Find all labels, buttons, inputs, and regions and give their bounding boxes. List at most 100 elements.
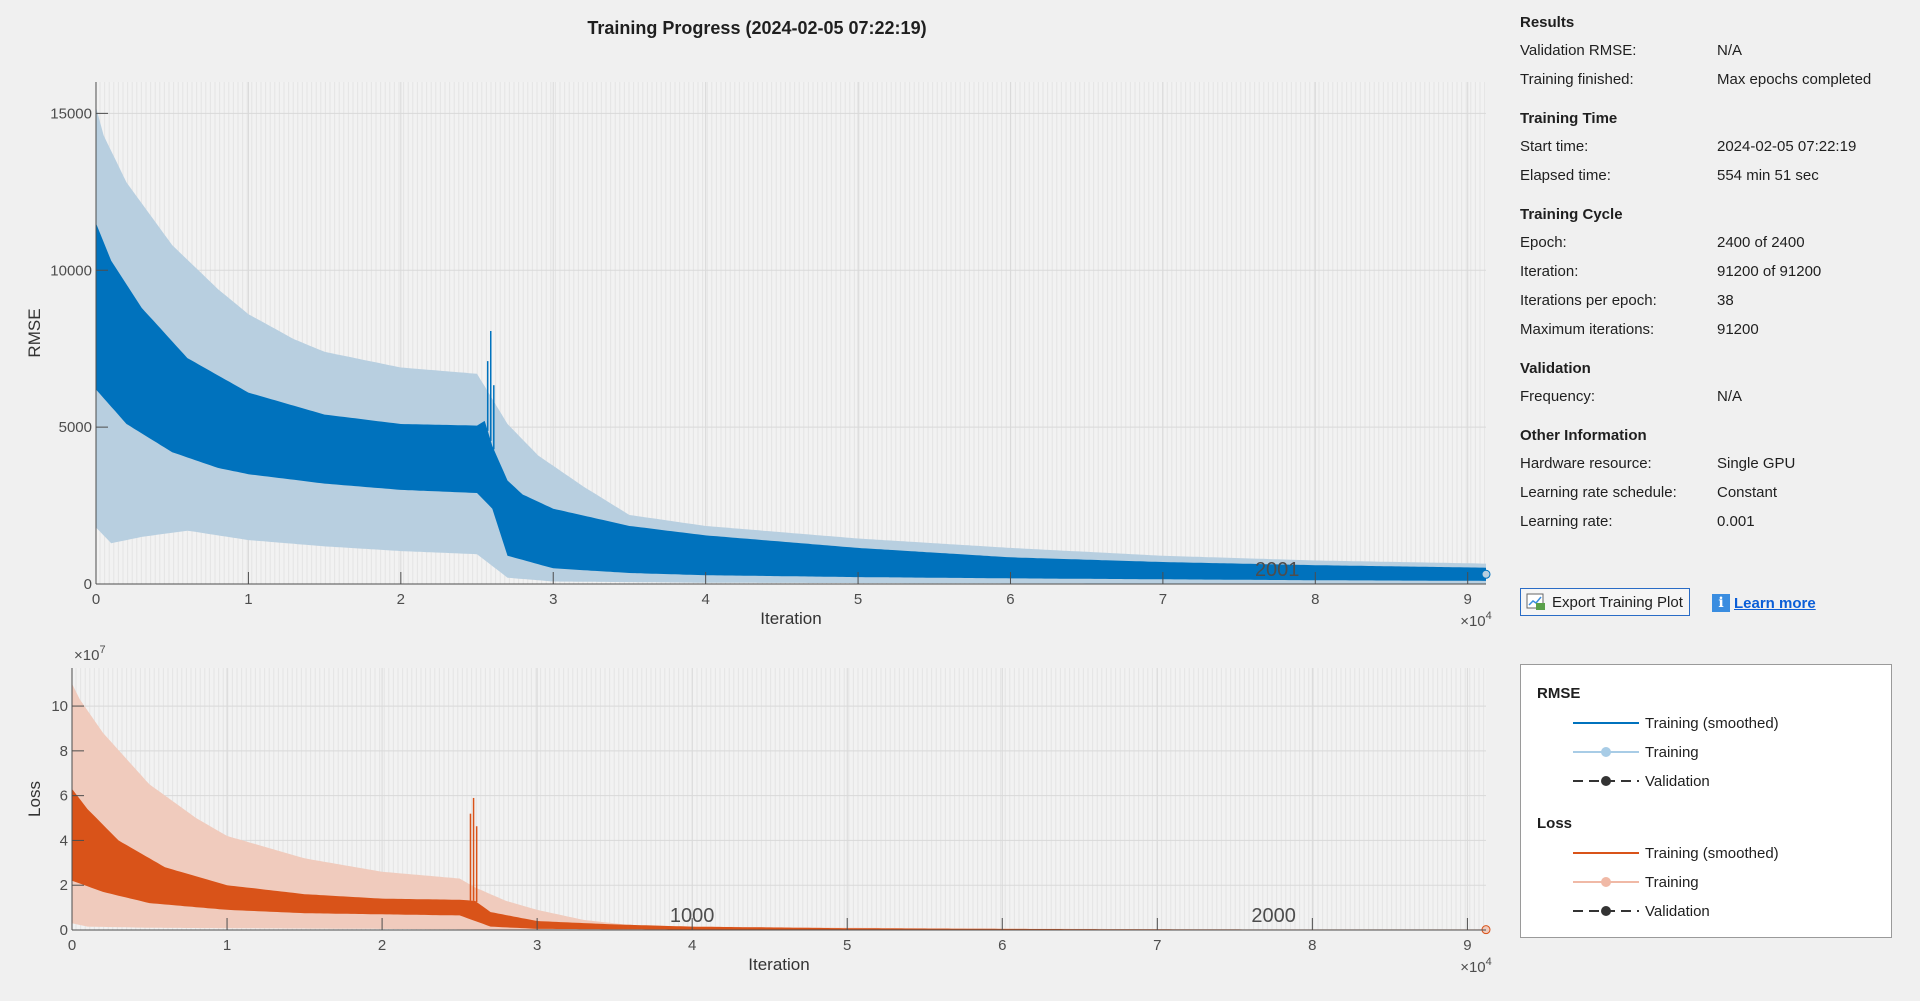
legend-entry-loss-training: Training bbox=[1573, 872, 1699, 892]
learn-more-link[interactable]: i Learn more bbox=[1712, 592, 1816, 614]
info-value: Constant bbox=[1717, 484, 1778, 501]
rmse-y-tick-label-0: 0 bbox=[84, 576, 92, 593]
legend-swatch bbox=[1573, 877, 1639, 887]
loss-y-tick-label-4: 8 bbox=[60, 743, 68, 760]
export-button-label: Export Training Plot bbox=[1552, 593, 1683, 611]
info-section-results: Results Validation RMSE: N/A Training finis… bbox=[1520, 10, 1910, 94]
loss-epoch-label-1: 2000 bbox=[1251, 905, 1296, 927]
legend-entry-loss-training-smoothed: Training (smoothed) bbox=[1573, 843, 1779, 863]
rmse-x-tick-label-0: 0 bbox=[92, 591, 100, 608]
loss-x-tick-label-7: 7 bbox=[1153, 937, 1161, 954]
info-section-validation: Validation Frequency: N/A bbox=[1520, 356, 1910, 411]
info-section-training-time: Training Time Start time: 2024-02-05 07:22… bbox=[1520, 106, 1910, 190]
info-value: 91200 bbox=[1717, 321, 1759, 338]
rmse-x-tick-label-6: 6 bbox=[1006, 591, 1014, 608]
loss-y-tick-label-5: 10 bbox=[51, 698, 68, 715]
legend-swatch bbox=[1573, 722, 1639, 724]
rmse-x-tick-label-4: 4 bbox=[701, 591, 709, 608]
legend-swatch bbox=[1573, 906, 1639, 916]
legend-label: Validation bbox=[1645, 772, 1710, 790]
info-row: Learning rate schedule: Constant bbox=[1520, 478, 1910, 507]
rmse-x-tick-label-5: 5 bbox=[854, 591, 862, 608]
loss-y-tick-label-1: 2 bbox=[60, 877, 68, 894]
info-label: Epoch: bbox=[1520, 234, 1567, 251]
loss-chart: 1000 2000 0 1 2 3 4 5 6 7 8 9 0 2 4 6 8 10 ×104 ×107 Iterati… bbox=[25, 644, 1492, 976]
rmse-x-tick-label-8: 8 bbox=[1311, 591, 1319, 608]
legend-label: Training (smoothed) bbox=[1645, 844, 1779, 862]
info-label: Training finished: bbox=[1520, 71, 1634, 88]
loss-x-tick-label-9: 9 bbox=[1463, 937, 1471, 954]
info-label: Learning rate schedule: bbox=[1520, 484, 1677, 501]
loss-x-multiplier: ×104 bbox=[1460, 956, 1492, 976]
rmse-training-smoothed-band bbox=[96, 223, 1486, 581]
info-label: Maximum iterations: bbox=[1520, 321, 1655, 338]
info-row: Validation RMSE: N/A bbox=[1520, 36, 1910, 65]
legend-entry-rmse-training-smoothed: Training (smoothed) bbox=[1573, 713, 1779, 733]
rmse-x-multiplier: ×104 bbox=[1460, 610, 1492, 630]
legend-heading-rmse: RMSE bbox=[1537, 685, 1581, 702]
rmse-y-axis-label: RMSE bbox=[25, 308, 44, 357]
rmse-last-point bbox=[1481, 569, 1491, 579]
loss-spikes bbox=[469, 797, 478, 903]
info-heading: Validation bbox=[1520, 360, 1591, 377]
info-label: Elapsed time: bbox=[1520, 167, 1611, 184]
loss-y-tick-label-2: 4 bbox=[60, 832, 68, 849]
rmse-y-tick-label-3: 15000 bbox=[50, 105, 92, 122]
loss-epoch-label-0: 1000 bbox=[670, 905, 715, 927]
info-row: Maximum iterations: 91200 bbox=[1520, 315, 1910, 344]
legend-entry-rmse-validation: Validation bbox=[1573, 771, 1710, 791]
export-plot-icon bbox=[1526, 593, 1545, 610]
info-heading: Results bbox=[1520, 14, 1575, 31]
legend-heading-loss: Loss bbox=[1537, 815, 1573, 832]
loss-y-tick-label-0: 0 bbox=[60, 922, 68, 939]
loss-x-tick-label-5: 5 bbox=[843, 937, 851, 954]
loss-x-tick-label-8: 8 bbox=[1308, 937, 1316, 954]
legend-entry-loss-validation: Validation bbox=[1573, 901, 1710, 921]
info-value: 2024-02-05 07:22:19 bbox=[1717, 138, 1857, 155]
info-row: Learning rate: 0.001 bbox=[1520, 507, 1910, 536]
info-label: Iterations per epoch: bbox=[1520, 292, 1657, 309]
info-row: Start time: 2024-02-05 07:22:19 bbox=[1520, 132, 1910, 161]
legend-label: Training (smoothed) bbox=[1645, 714, 1779, 732]
loss-x-tick-label-0: 0 bbox=[68, 937, 76, 954]
info-heading: Other Information bbox=[1520, 427, 1647, 444]
legend-label: Training bbox=[1645, 873, 1699, 891]
info-section-other-information: Other Information Hardware resource: Singl… bbox=[1520, 423, 1910, 536]
info-label: Validation RMSE: bbox=[1520, 42, 1637, 59]
rmse-x-axis-label: Iteration bbox=[760, 609, 821, 628]
rmse-x-tick-label-7: 7 bbox=[1159, 591, 1167, 608]
info-row: Iteration: 91200 of 91200 bbox=[1520, 257, 1910, 286]
loss-y-multiplier: ×107 bbox=[74, 644, 106, 664]
info-section-training-cycle: Training Cycle Epoch: 2400 of 2400 Iteratio… bbox=[1520, 202, 1910, 344]
legend-swatch bbox=[1573, 776, 1639, 786]
info-value: Single GPU bbox=[1717, 455, 1796, 472]
info-value: 91200 of 91200 bbox=[1717, 263, 1822, 280]
plot-title: Training Progress (2024-02-05 07:22:19) bbox=[587, 18, 927, 38]
info-label: Learning rate: bbox=[1520, 513, 1613, 530]
info-label: Iteration: bbox=[1520, 263, 1579, 280]
info-row: Frequency: N/A bbox=[1520, 382, 1910, 411]
info-label: Start time: bbox=[1520, 138, 1589, 155]
info-row: Elapsed time: 554 min 51 sec bbox=[1520, 161, 1910, 190]
loss-y-tick-label-3: 6 bbox=[60, 788, 68, 805]
loss-x-tick-label-6: 6 bbox=[998, 937, 1006, 954]
rmse-x-tick-label-3: 3 bbox=[549, 591, 557, 608]
info-row: Iterations per epoch: 38 bbox=[1520, 286, 1910, 315]
legend-swatch bbox=[1573, 852, 1639, 854]
rmse-x-tick-label-9: 9 bbox=[1464, 591, 1472, 608]
info-label: Hardware resource: bbox=[1520, 455, 1652, 472]
loss-x-tick-label-4: 4 bbox=[688, 937, 696, 954]
info-row: Hardware resource: Single GPU bbox=[1520, 449, 1910, 478]
rmse-spikes bbox=[486, 330, 495, 450]
export-training-plot-button[interactable]: Export Training Plot bbox=[1520, 588, 1690, 616]
info-heading: Training Cycle bbox=[1520, 206, 1623, 223]
info-value: 554 min 51 sec bbox=[1717, 167, 1819, 184]
info-row: Training finished: Max epochs completed bbox=[1520, 65, 1910, 94]
rmse-x-tick-label-2: 2 bbox=[397, 591, 405, 608]
learn-more-label: Learn more bbox=[1734, 594, 1816, 612]
rmse-chart: 2001 0 1 2 3 4 5 6 7 8 9 0 5000 10000 15000 ×104 Iterati… bbox=[25, 82, 1492, 630]
legend: RMSE Loss Training (smoothed) Training Val… bbox=[1520, 664, 1892, 938]
loss-x-axis-label: Iteration bbox=[748, 955, 809, 974]
info-value: 38 bbox=[1717, 292, 1734, 309]
info-value: Max epochs completed bbox=[1717, 71, 1872, 88]
